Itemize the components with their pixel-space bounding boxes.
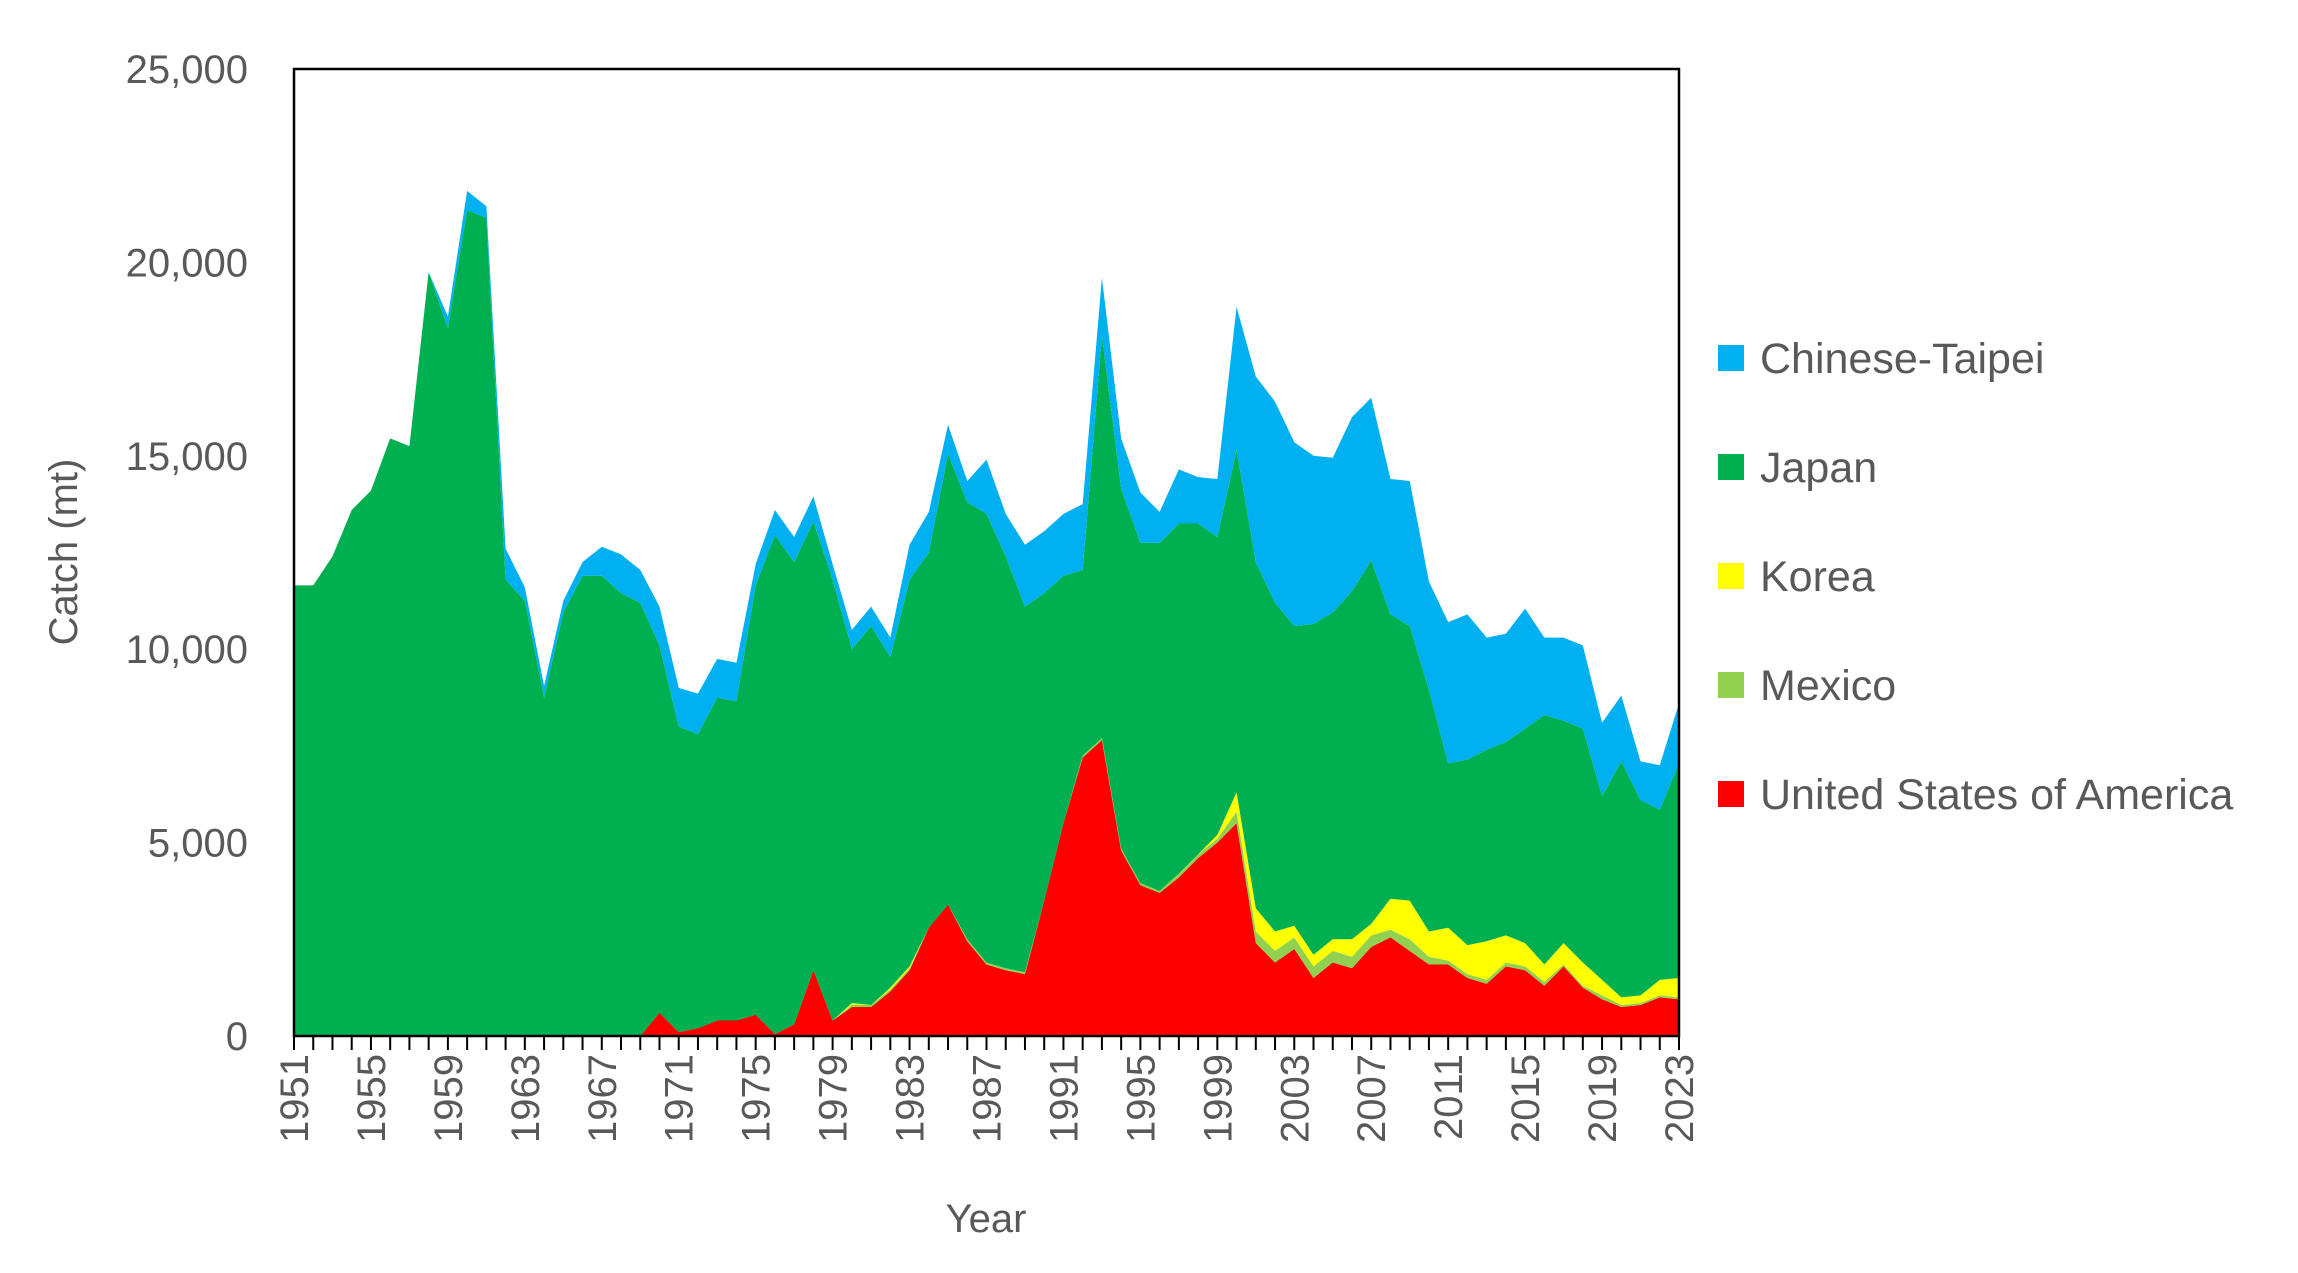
- legend-swatch: [1718, 781, 1744, 807]
- x-tick-label: 1979: [812, 1054, 856, 1143]
- x-tick-label: 1983: [889, 1054, 933, 1143]
- x-tick-label: 2003: [1273, 1054, 1317, 1143]
- y-tick-label: 0: [226, 1015, 248, 1059]
- legend-label: Japan: [1760, 444, 1877, 492]
- x-tick-label: 2019: [1581, 1054, 1625, 1143]
- x-ticks-layer: 1951 1955 1959 1963 1967 1971 1975 1979 1983 1987…: [273, 1036, 1702, 1143]
- area-japan: [294, 210, 1679, 1036]
- y-tick-label: 10,000: [126, 628, 248, 672]
- x-tick-label: 2015: [1504, 1054, 1548, 1143]
- x-tick-label: 1991: [1042, 1054, 1086, 1143]
- legend-swatch: [1718, 345, 1744, 371]
- x-tick-label: 1955: [350, 1054, 394, 1143]
- x-tick-label: 1999: [1196, 1054, 1240, 1143]
- x-tick-label: 1971: [658, 1054, 702, 1143]
- y-tick-label: 15,000: [126, 435, 248, 479]
- y-tick-label: 5,000: [148, 822, 248, 866]
- x-tick-label: 2007: [1350, 1054, 1394, 1143]
- y-ticks-layer: 0 5,000 10,000 15,000 20,000 25,000: [126, 48, 248, 1059]
- x-tick-label: 1959: [427, 1054, 471, 1143]
- areas-layer: [294, 190, 1679, 1036]
- x-tick-label: 2011: [1427, 1054, 1471, 1140]
- legend-item-chinese-taipei: Chinese-Taipei: [1718, 335, 2044, 383]
- legend-label: Korea: [1760, 553, 1875, 601]
- x-tick-label: 1963: [504, 1054, 548, 1143]
- area-mexico: [294, 738, 1679, 1036]
- x-tick-label: 1987: [966, 1054, 1010, 1143]
- x-tick-label: 2023: [1658, 1054, 1702, 1143]
- legend-swatch: [1718, 563, 1744, 589]
- legend-item-japan: Japan: [1718, 444, 1877, 492]
- legend: Chinese-Taipei Japan Korea Mexico United Sta…: [1718, 335, 2233, 819]
- x-tick-label: 1995: [1119, 1054, 1163, 1143]
- legend-item-korea: Korea: [1718, 553, 1875, 601]
- legend-item-united-states-of-america: United States of America: [1718, 771, 2233, 819]
- legend-item-mexico: Mexico: [1718, 662, 1896, 710]
- y-tick-label: 20,000: [126, 241, 248, 285]
- x-tick-label: 1951: [273, 1054, 317, 1143]
- area-chinese-taipei: [294, 190, 1679, 810]
- area-united-states-of-america: [294, 740, 1679, 1036]
- legend-label: Mexico: [1760, 662, 1896, 710]
- legend-label: Chinese-Taipei: [1760, 335, 2044, 383]
- legend-label: United States of America: [1760, 771, 2233, 819]
- x-tick-label: 1975: [735, 1054, 779, 1143]
- x-tick-label: 1967: [581, 1054, 625, 1143]
- y-tick-label: 25,000: [126, 48, 248, 92]
- legend-swatch: [1718, 454, 1744, 480]
- x-axis-title: Year: [946, 1197, 1027, 1241]
- y-axis-title: Catch (mt): [42, 459, 86, 646]
- legend-swatch: [1718, 672, 1744, 698]
